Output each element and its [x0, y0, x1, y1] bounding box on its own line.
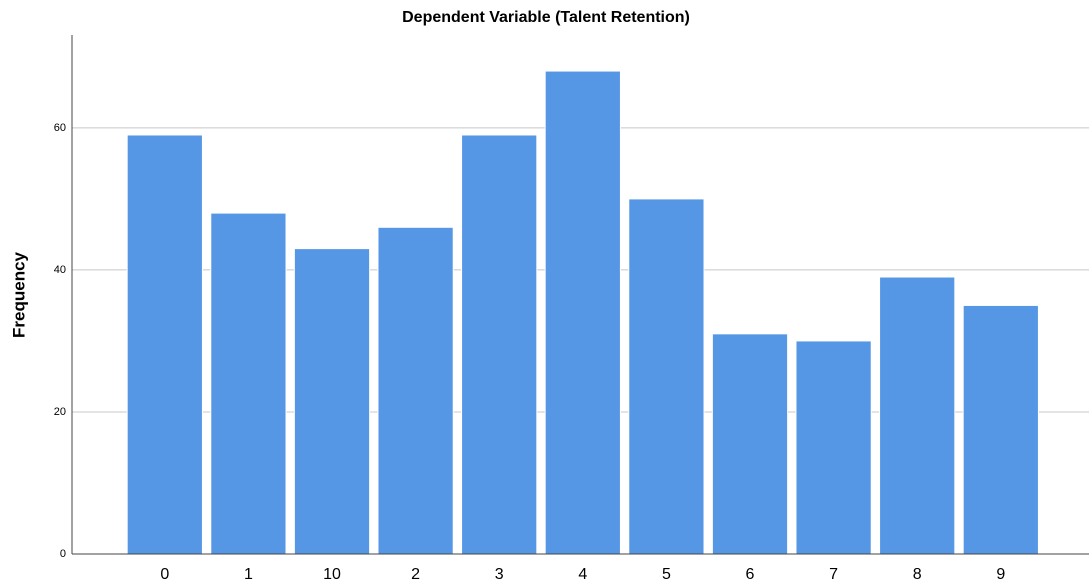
x-tick-label: 2: [411, 566, 420, 583]
y-tick-label: 60: [54, 122, 66, 134]
x-tick-label: 8: [913, 566, 922, 583]
x-tick-label: 1: [244, 566, 253, 583]
x-tick-label: 6: [746, 566, 755, 583]
bar: [377, 226, 454, 555]
y-axis-label: Frequency: [9, 251, 28, 338]
y-tick-label: 0: [60, 548, 66, 560]
x-tick-label: 5: [662, 566, 671, 583]
bar: [795, 340, 872, 555]
x-tick-label: 9: [996, 566, 1005, 583]
bar: [879, 276, 956, 555]
bar: [544, 70, 621, 555]
x-tick-label: 10: [323, 566, 341, 583]
bar: [711, 333, 789, 555]
bar: [461, 134, 538, 555]
chart-title: Dependent Variable (Talent Retention): [402, 9, 690, 26]
bar: [126, 134, 203, 555]
x-tick-label: 7: [829, 566, 838, 583]
bar: [962, 304, 1039, 555]
bar: [628, 198, 705, 555]
x-tick-label: 0: [160, 566, 169, 583]
y-tick-label: 20: [54, 406, 66, 418]
x-tick-label: 3: [495, 566, 504, 583]
y-tick-label: 40: [54, 264, 66, 276]
bar: [210, 212, 287, 555]
x-tick-label: 4: [578, 566, 587, 583]
bar: [293, 248, 371, 555]
